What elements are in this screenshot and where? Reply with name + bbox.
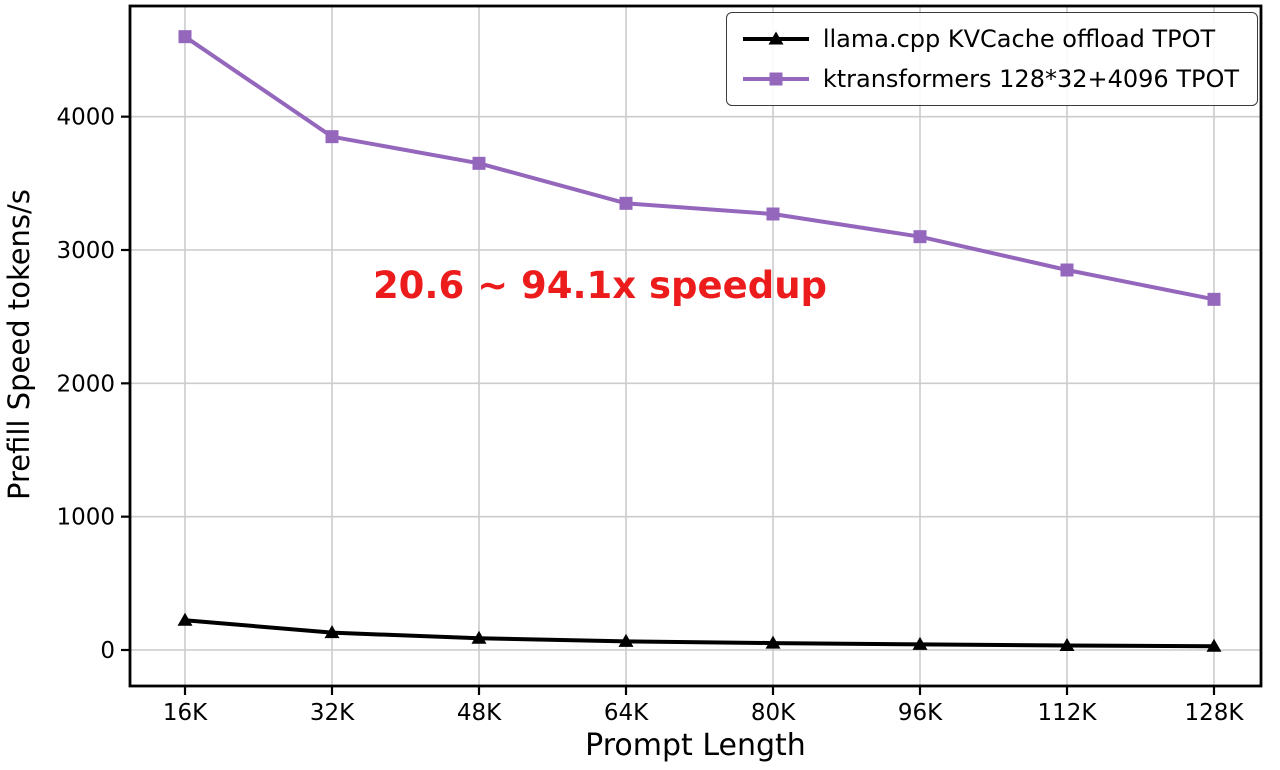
square-marker xyxy=(325,130,339,144)
legend-item-ktransformers: ktransformers 128*32+4096 TPOT xyxy=(741,65,1239,93)
y-tick-label: 4000 xyxy=(56,105,115,131)
square-marker xyxy=(619,196,633,210)
square-marker xyxy=(1060,263,1074,277)
x-tick-label: 128K xyxy=(1185,700,1245,726)
square-marker xyxy=(913,230,927,244)
black-line-triangle-marker-icon xyxy=(741,28,811,50)
x-tick-label: 96K xyxy=(898,700,943,726)
square-marker xyxy=(178,30,192,44)
annotation-speedup: 20.6 ~ 94.1x speedup xyxy=(372,264,828,307)
x-tick-label: 32K xyxy=(310,700,355,726)
legend-label-ktransformers: ktransformers 128*32+4096 TPOT xyxy=(822,65,1239,93)
x-tick-label: 112K xyxy=(1038,700,1098,726)
series-line-0 xyxy=(184,618,1215,649)
legend-sample-square-icon xyxy=(769,72,783,86)
square-marker xyxy=(1207,292,1221,306)
square-marker xyxy=(472,156,486,170)
legend-label-llamacpp: llama.cpp KVCache offload TPOT xyxy=(822,25,1216,53)
y-tick-label: 3000 xyxy=(56,238,115,264)
square-marker xyxy=(766,207,780,221)
triangle-marker xyxy=(912,636,928,650)
legend: llama.cpp KVCache offload TPOT ktransfor… xyxy=(725,12,1258,106)
x-axis-label: Prompt Length xyxy=(585,728,806,763)
x-tick-label: 16K xyxy=(163,700,208,726)
x-tick-label: 80K xyxy=(751,700,796,726)
y-tick-label: 1000 xyxy=(56,505,115,531)
legend-item-llamacpp: llama.cpp KVCache offload TPOT xyxy=(741,25,1239,53)
y-tick-label: 0 xyxy=(100,638,115,664)
triangle-marker xyxy=(324,625,340,639)
y-axis-label: Prefill Speed tokens/s xyxy=(2,189,36,501)
triangle-marker xyxy=(1059,637,1075,651)
triangle-marker xyxy=(177,612,193,626)
triangle-marker xyxy=(765,635,781,649)
series-line-1 xyxy=(183,35,1215,302)
x-tick-label: 64K xyxy=(604,700,649,726)
purple-line-square-marker-icon xyxy=(741,68,811,90)
triangle-marker xyxy=(471,630,487,644)
y-tick-label: 2000 xyxy=(56,371,115,397)
triangle-marker xyxy=(1206,638,1222,652)
legend-sample-triangle-icon xyxy=(768,31,784,45)
axes-frame xyxy=(128,4,1263,688)
triangle-marker xyxy=(618,633,634,647)
x-tick-label: 48K xyxy=(457,700,502,726)
